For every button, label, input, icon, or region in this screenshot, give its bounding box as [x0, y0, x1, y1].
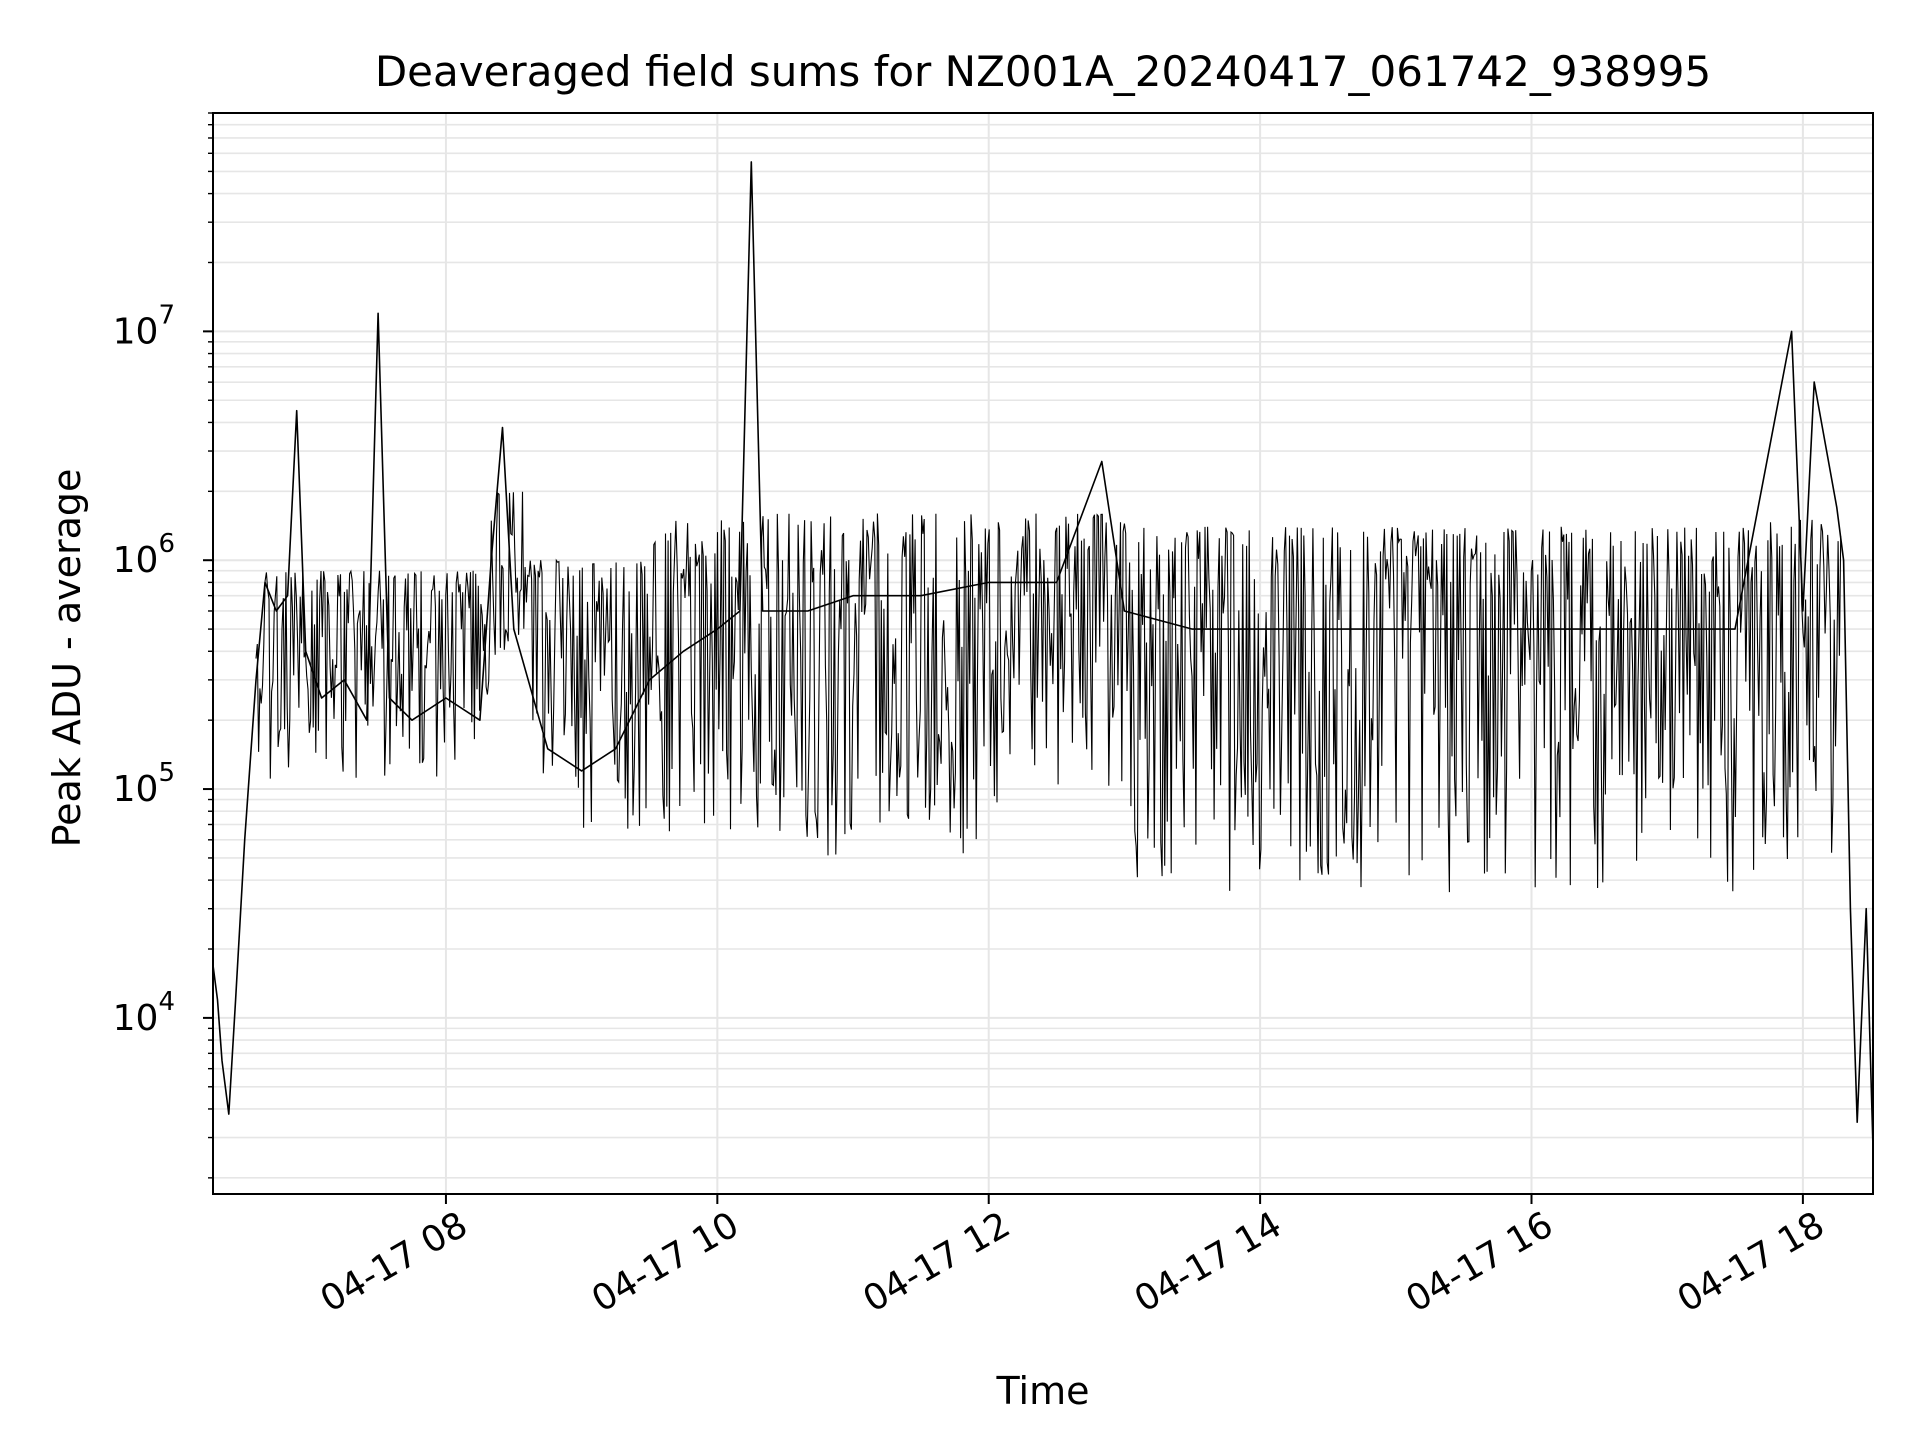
- x-axis-label: Time: [996, 1369, 1090, 1413]
- plot-frame: [212, 112, 1874, 1195]
- y-axis-label: Peak ADU - average: [45, 469, 89, 848]
- noise-trace: [255, 491, 1842, 893]
- chart-title: Deaveraged field sums for NZ001A_2024041…: [375, 47, 1711, 96]
- noise-spikes: [255, 491, 1842, 893]
- series-line: [212, 161, 1874, 1149]
